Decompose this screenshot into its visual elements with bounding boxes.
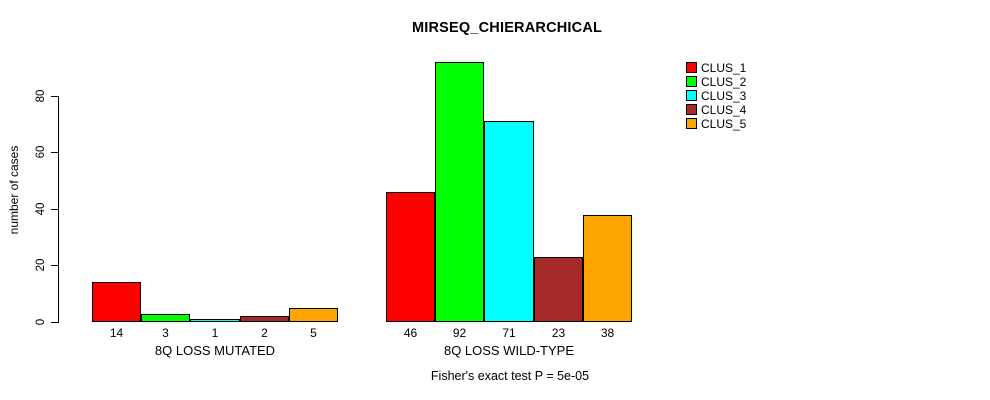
bar-value-label: 23	[551, 326, 566, 340]
bar-clus_1-group2	[386, 192, 435, 322]
bar-clus_5-group1	[289, 308, 338, 322]
legend-swatch-clus_5	[686, 118, 697, 129]
legend-swatch-clus_2	[686, 76, 697, 87]
legend-label: CLUS_1	[701, 61, 747, 75]
bar-value-label: 5	[310, 326, 317, 340]
bar-value-label: 71	[502, 326, 516, 340]
bar-clus_1-group1	[92, 282, 141, 322]
bar-value-label: 46	[403, 326, 418, 340]
legend-label: CLUS_4	[701, 103, 747, 117]
y-axis-line	[58, 96, 59, 323]
category-label: 8Q LOSS MUTATED	[154, 343, 276, 358]
bar-value-label: 14	[109, 326, 124, 340]
bar-clus_4-group1	[240, 316, 289, 322]
bar-value-label: 1	[211, 326, 219, 340]
legend-swatch-clus_3	[686, 90, 697, 101]
chart-title: MIRSEQ_CHIERARCHICAL	[411, 20, 603, 36]
annotation-text: Fisher's exact test P = 5e-05	[430, 369, 590, 383]
bar-value-label: 92	[452, 326, 467, 340]
bar-clus_3-group2	[484, 121, 534, 322]
y-tick	[51, 152, 58, 153]
bar-value-label: 38	[600, 326, 615, 340]
y-tick	[51, 265, 58, 266]
legend-label: CLUS_5	[701, 117, 747, 131]
bar-clus_5-group2	[583, 215, 632, 322]
legend-swatch-clus_1	[686, 62, 697, 73]
legend-label: CLUS_2	[701, 75, 747, 89]
bar-value-label: 3	[162, 326, 169, 340]
y-tick	[51, 322, 58, 323]
bar-clus_2-group1	[141, 314, 190, 322]
category-label: 8Q LOSS WILD-TYPE	[443, 343, 575, 358]
bar-value-label: 2	[261, 326, 268, 340]
bar-clus_4-group2	[534, 257, 583, 322]
y-tick	[51, 209, 58, 210]
legend-swatch-clus_4	[686, 104, 697, 115]
bar-clus_3-group1	[190, 319, 240, 322]
y-tick-label: 60	[35, 145, 47, 159]
legend-label: CLUS_3	[701, 89, 747, 103]
y-tick-label: 0	[35, 318, 47, 326]
y-tick	[51, 96, 58, 97]
y-tick-label: 80	[35, 89, 47, 103]
y-tick-label: 20	[35, 258, 47, 272]
y-axis-label: number of cases	[7, 145, 21, 235]
bar-clus_2-group2	[435, 62, 484, 322]
y-tick-label: 40	[35, 202, 47, 216]
